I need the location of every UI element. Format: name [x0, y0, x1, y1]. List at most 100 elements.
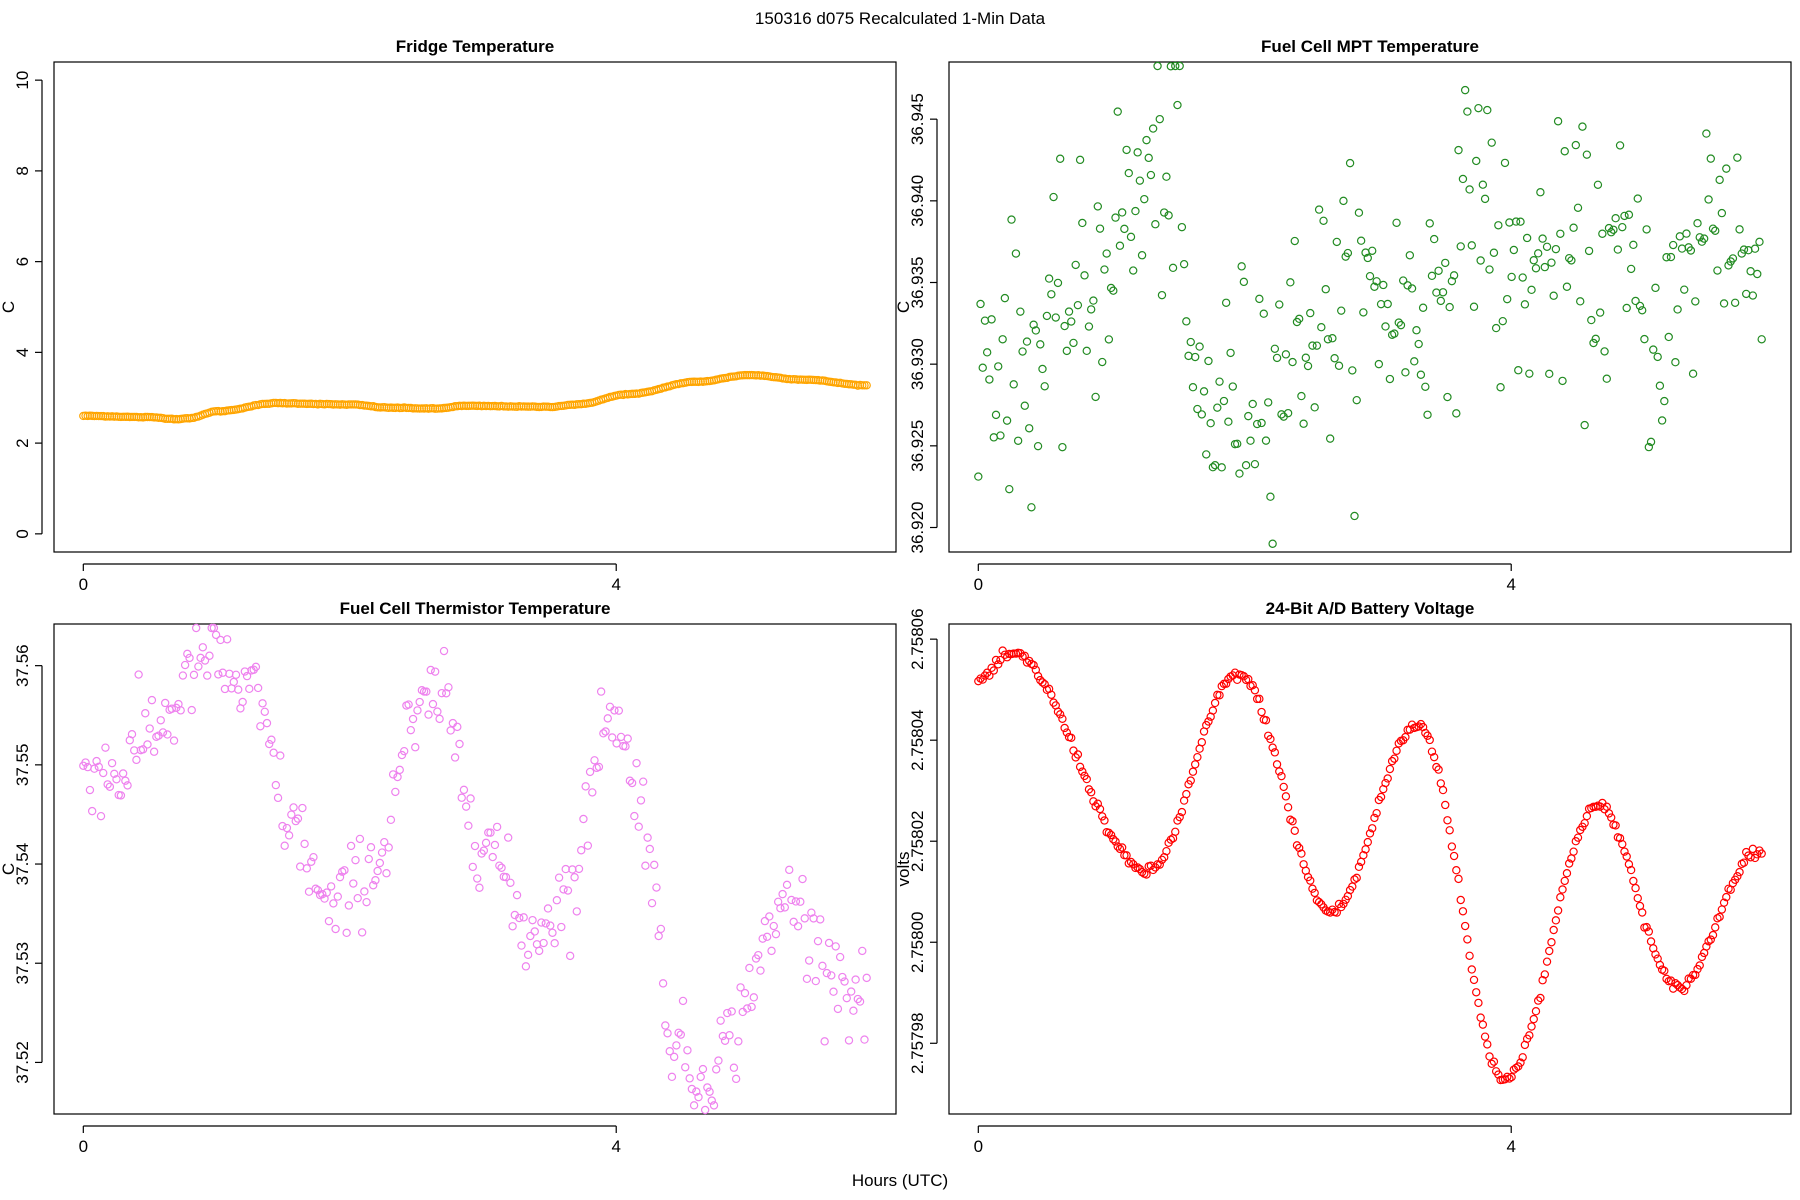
data-point — [1531, 1006, 1541, 1016]
data-point — [141, 709, 150, 718]
data-point — [1175, 61, 1184, 71]
data-point — [1573, 203, 1583, 212]
data-point — [1503, 294, 1512, 304]
data-point — [1117, 843, 1127, 852]
data-point — [780, 903, 790, 912]
x-tick-label: 0 — [974, 575, 983, 594]
data-point — [700, 1105, 710, 1115]
data-point — [552, 896, 562, 905]
data-point — [1197, 410, 1207, 419]
data-point — [1392, 218, 1401, 228]
data-point — [1600, 805, 1609, 814]
data-point — [1483, 105, 1492, 115]
data-point — [1109, 286, 1118, 295]
data-point — [745, 963, 754, 973]
data-point — [1177, 807, 1187, 817]
data-point — [340, 866, 349, 875]
data-point — [185, 653, 194, 663]
data-point — [678, 996, 688, 1006]
data-point — [245, 684, 254, 694]
data-point — [1385, 374, 1395, 384]
data-point — [1020, 401, 1029, 410]
data-point — [512, 890, 522, 900]
data-point — [1126, 857, 1136, 867]
data-point — [1308, 884, 1317, 893]
data-point — [1454, 145, 1463, 155]
data-point — [1509, 245, 1519, 255]
data-point — [187, 705, 196, 715]
data-point — [1098, 357, 1107, 367]
data-point — [793, 922, 803, 931]
data-point — [1157, 290, 1167, 300]
data-point — [521, 962, 531, 971]
data-point — [1283, 408, 1293, 418]
data-point — [1624, 210, 1634, 219]
data-point — [1702, 129, 1711, 138]
data-point — [1255, 294, 1264, 304]
data-point — [1398, 276, 1408, 285]
data-point — [1429, 752, 1439, 762]
y-tick-label: 36.920 — [908, 502, 927, 554]
data-point — [807, 908, 816, 917]
data-point — [121, 776, 130, 785]
data-point — [1038, 678, 1047, 687]
y-tick-label: 37.52 — [13, 1041, 32, 1084]
data-point — [1644, 442, 1654, 452]
data-point — [1208, 706, 1218, 715]
data-point — [1750, 244, 1760, 253]
data-point — [1666, 252, 1676, 262]
y-tick-label: 2.75798 — [908, 1013, 927, 1074]
data-point — [760, 916, 770, 926]
data-point — [1352, 873, 1361, 883]
data-point — [81, 758, 90, 767]
data-point — [1042, 311, 1052, 321]
data-point — [1722, 164, 1731, 173]
data-point — [1027, 503, 1036, 512]
data-point — [698, 1064, 708, 1074]
data-point — [371, 876, 380, 885]
data-point — [225, 669, 234, 678]
data-point — [1472, 988, 1481, 997]
data-point — [1516, 217, 1525, 226]
data-point — [1283, 803, 1293, 812]
data-point — [1412, 326, 1421, 335]
data-point — [1104, 828, 1114, 838]
data-point — [1381, 778, 1390, 788]
data-point — [1215, 691, 1224, 700]
data-point — [1270, 344, 1280, 354]
data-point — [1489, 1057, 1499, 1066]
data-point — [665, 1047, 674, 1056]
data-point — [601, 727, 610, 736]
plot-frame — [948, 623, 1792, 1115]
data-point — [1611, 821, 1620, 830]
data-point — [636, 796, 646, 805]
data-point — [652, 883, 661, 892]
data-points — [974, 646, 1766, 1085]
data-point — [178, 671, 188, 680]
data-point — [497, 863, 506, 872]
data-point — [506, 878, 515, 887]
data-point — [1414, 722, 1423, 731]
data-point — [849, 1006, 858, 1015]
data-point — [364, 854, 373, 864]
data-point — [563, 886, 573, 895]
data-point — [1436, 296, 1446, 306]
data-point — [685, 1074, 694, 1083]
data-point — [585, 767, 595, 777]
data-point — [1124, 859, 1133, 868]
data-point — [211, 630, 221, 640]
data-point — [1025, 424, 1034, 433]
data-point — [351, 855, 360, 865]
data-point — [1233, 439, 1242, 448]
data-point — [1133, 148, 1142, 157]
data-point — [468, 862, 477, 872]
data-point — [570, 873, 579, 882]
data-point — [590, 756, 599, 765]
data-point — [1589, 338, 1598, 348]
panel-fuel-cell-mpt-temperature: Fuel Cell MPT Temperature C 0 4 36.920 36.925… — [894, 37, 1792, 594]
data-point — [1620, 847, 1629, 856]
data-point — [258, 699, 267, 708]
data-point — [736, 983, 745, 992]
data-point — [1171, 827, 1180, 837]
data-point — [539, 938, 548, 948]
